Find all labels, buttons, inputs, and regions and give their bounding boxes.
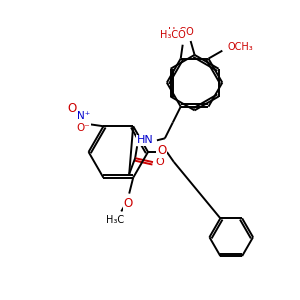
Text: HN: HN — [137, 135, 153, 145]
Text: OCH₃: OCH₃ — [227, 42, 253, 52]
Text: O⁻: O⁻ — [77, 123, 91, 133]
Text: H₃CO: H₃CO — [160, 30, 186, 40]
Text: O: O — [124, 197, 133, 210]
Text: N⁺: N⁺ — [77, 111, 90, 121]
Text: O: O — [157, 145, 167, 158]
Text: O: O — [155, 157, 164, 167]
Text: O: O — [67, 102, 76, 115]
Text: H₃C: H₃C — [106, 215, 124, 225]
Text: H₃CO: H₃CO — [168, 27, 194, 37]
